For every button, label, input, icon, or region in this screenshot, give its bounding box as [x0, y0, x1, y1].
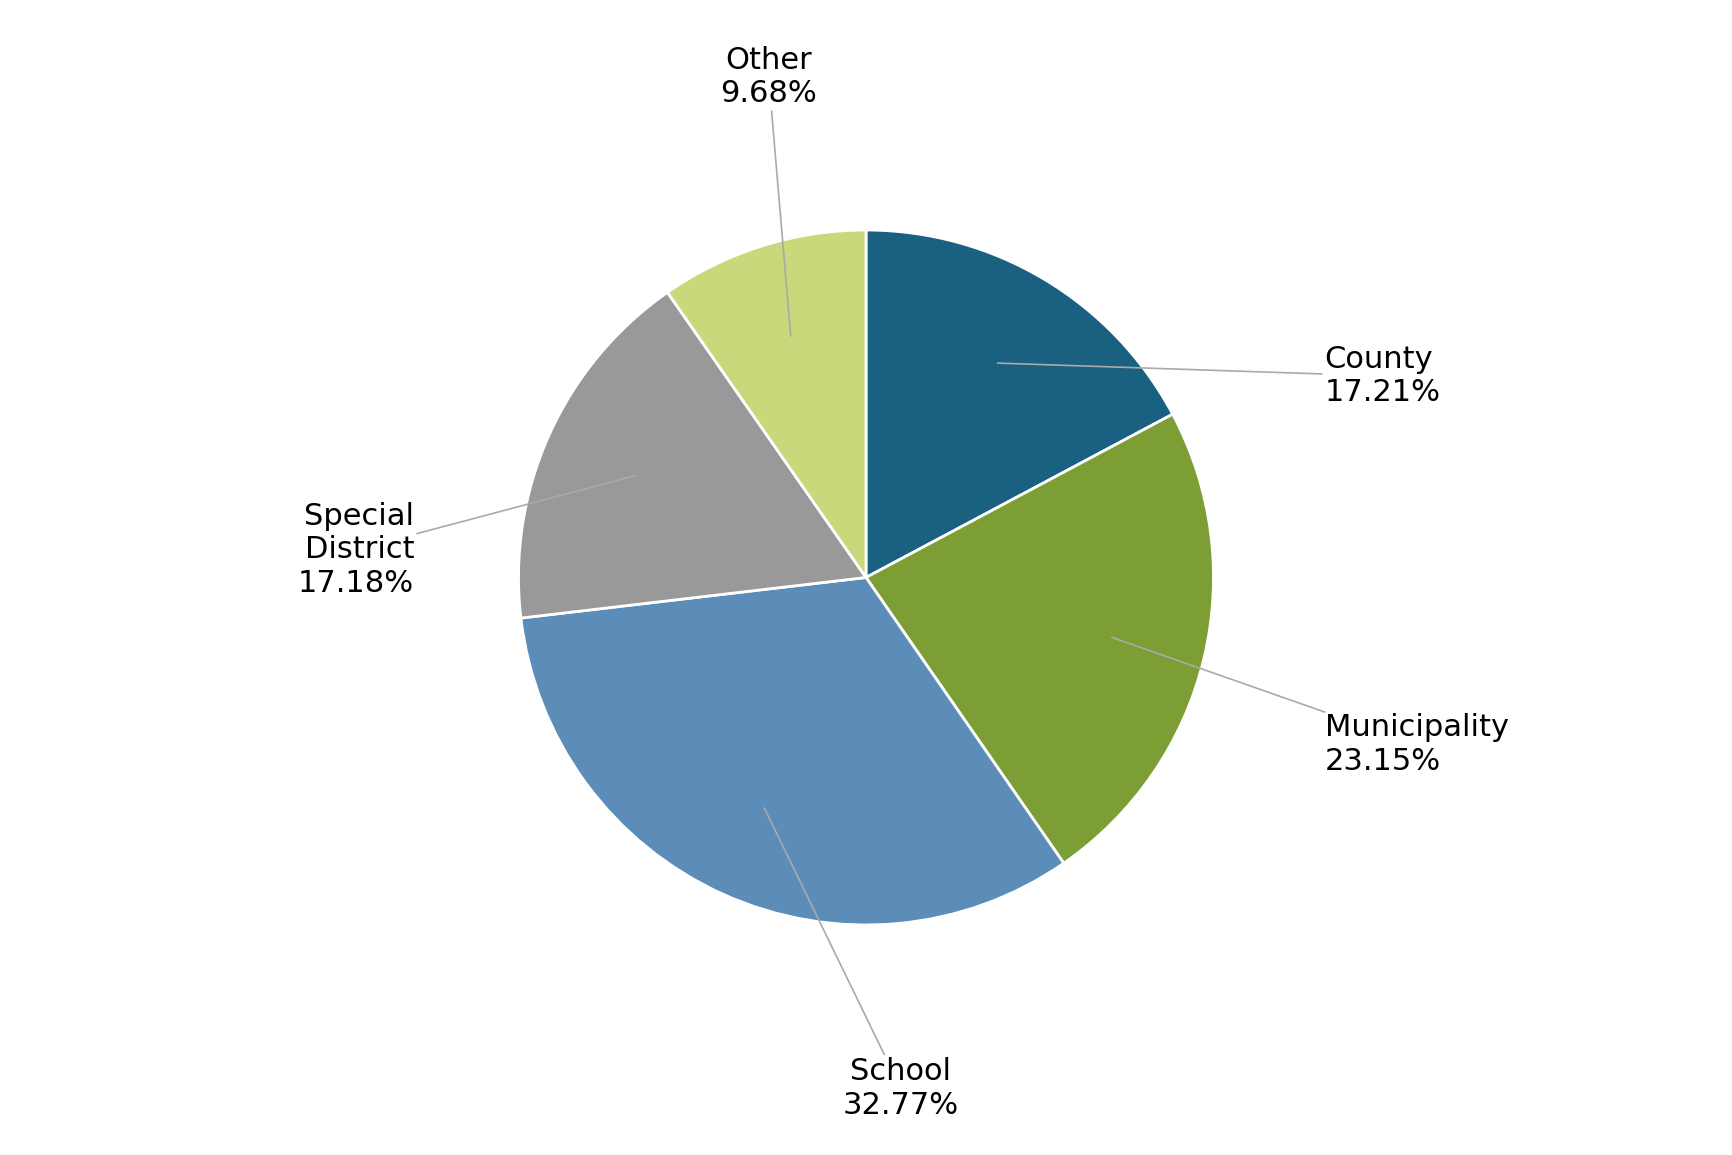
Wedge shape	[866, 230, 1173, 578]
Wedge shape	[518, 292, 866, 618]
Text: School
32.77%: School 32.77%	[764, 808, 960, 1119]
Wedge shape	[667, 230, 866, 578]
Text: Other
9.68%: Other 9.68%	[721, 46, 818, 336]
Wedge shape	[866, 415, 1214, 863]
Text: Special
District
17.18%: Special District 17.18%	[298, 476, 636, 598]
Text: Municipality
23.15%: Municipality 23.15%	[1112, 638, 1509, 776]
Text: County
17.21%: County 17.21%	[998, 344, 1441, 408]
Wedge shape	[521, 578, 1063, 925]
